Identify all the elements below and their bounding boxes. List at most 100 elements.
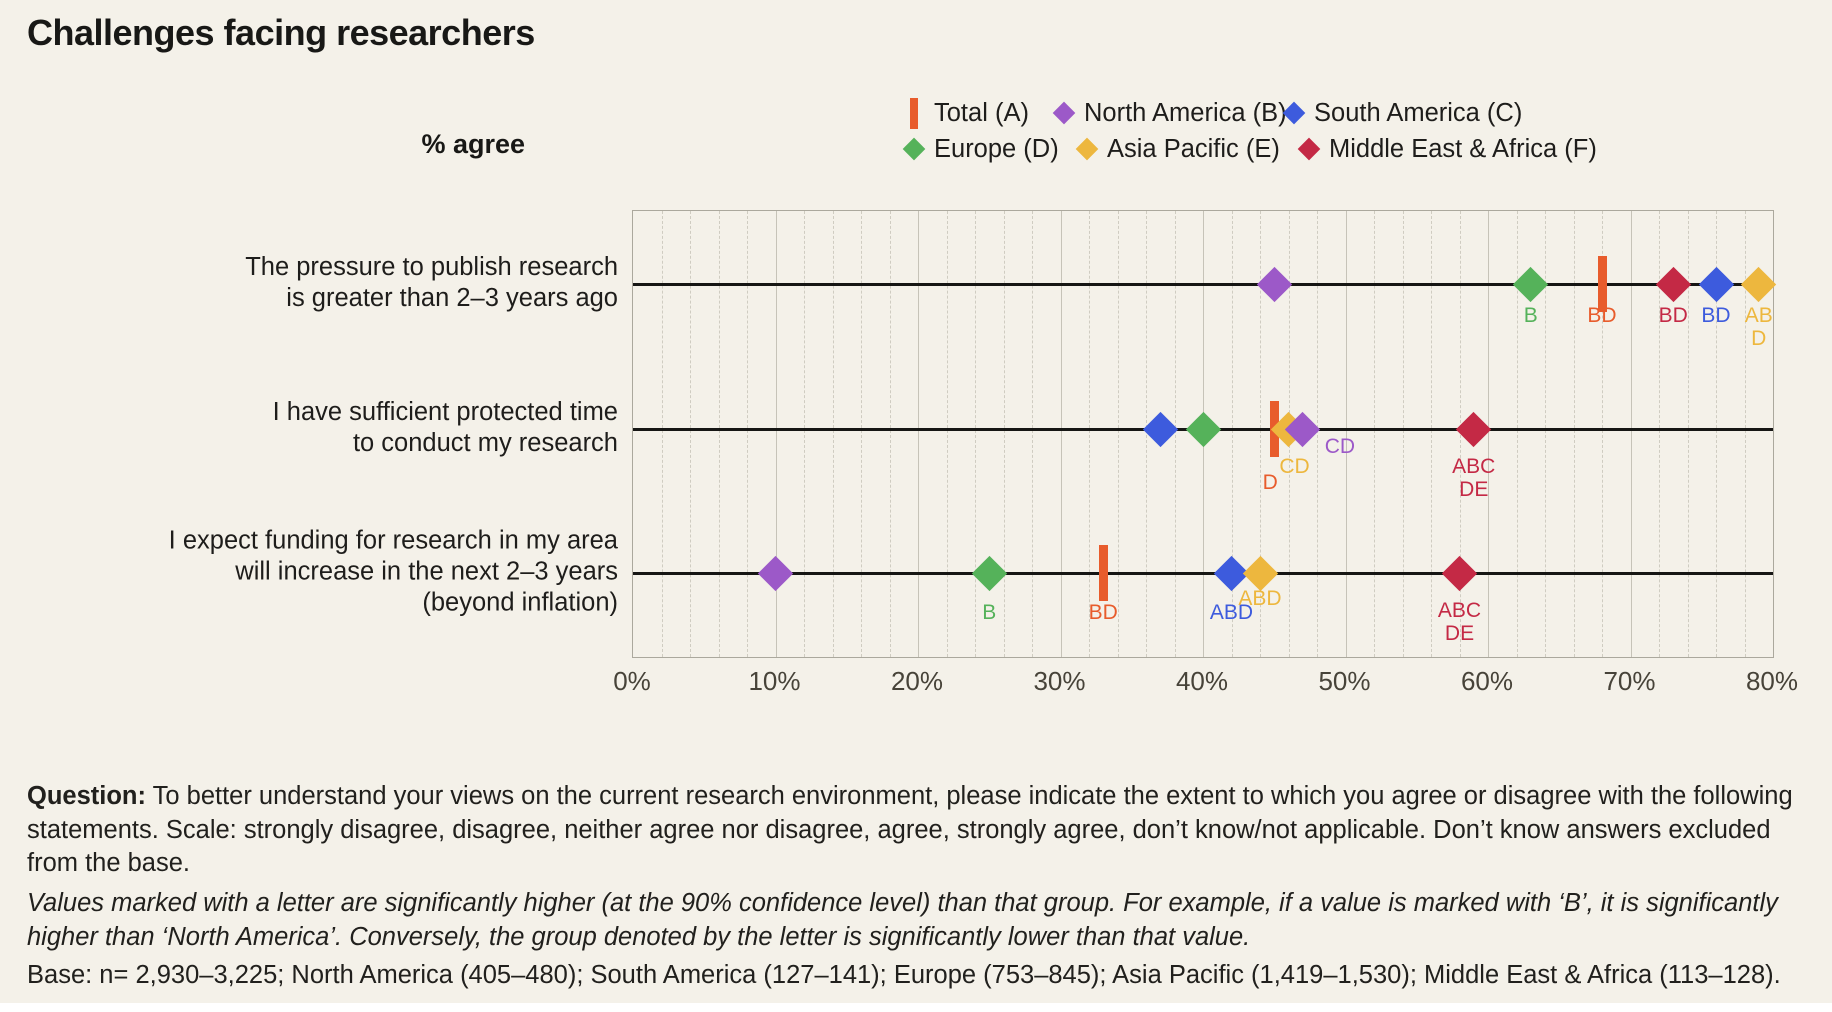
marker-F-row2 — [1456, 411, 1492, 447]
major-gridline — [1488, 211, 1489, 657]
marker-B-row1 — [1256, 266, 1292, 302]
minor-gridline — [1659, 211, 1660, 657]
category-row-line — [633, 572, 1773, 575]
legend-label: Total (A) — [934, 98, 1029, 127]
marker-B-row3 — [757, 555, 794, 591]
category-label-row1: The pressure to publish research is great… — [245, 253, 618, 312]
x-tick-label: 0% — [613, 666, 651, 696]
minor-gridline — [1402, 211, 1404, 657]
major-gridline — [1345, 211, 1347, 657]
marker-C-row1 — [1698, 266, 1734, 302]
significance-label: BD — [1701, 304, 1731, 327]
marker-D-row1 — [1513, 266, 1549, 302]
minor-gridline — [1317, 211, 1318, 657]
legend-label: Middle East & Africa (F) — [1329, 134, 1597, 163]
significance-label: ABC DE — [1437, 599, 1482, 645]
significance-label: ABD — [1209, 601, 1254, 624]
diamond-icon — [1297, 132, 1321, 166]
minor-gridline — [1117, 211, 1119, 657]
category-label-row2: I have sufficient protected time to condu… — [272, 398, 618, 457]
significance-label: D — [1262, 471, 1278, 494]
minor-gridline — [1545, 211, 1546, 657]
marker-F-row3 — [1441, 555, 1478, 591]
diamond-icon — [1052, 96, 1076, 130]
minor-gridline — [804, 211, 805, 657]
bottom-strip — [0, 1003, 1832, 1012]
minor-gridline — [1032, 211, 1033, 657]
legend-item-B: North America (B) — [1052, 96, 1287, 130]
significance-label: BD — [1587, 304, 1617, 327]
marker-B-row2 — [1285, 411, 1321, 447]
marker-C-row2 — [1142, 411, 1178, 447]
minor-gridline — [1003, 211, 1005, 657]
marker-F-row1 — [1655, 266, 1691, 302]
significance-label: B — [982, 601, 997, 624]
x-tick-label: 50% — [1318, 666, 1371, 696]
minor-gridline — [1174, 211, 1176, 657]
major-gridline — [1630, 211, 1632, 657]
minor-gridline — [1231, 211, 1233, 657]
diamond-icon — [1075, 132, 1099, 166]
significance-label: B — [1523, 304, 1538, 327]
legend-item-F: Middle East & Africa (F) — [1297, 132, 1597, 166]
y-axis-unit-label: % agree — [421, 129, 525, 159]
legend-label: North America (B) — [1084, 98, 1287, 127]
bar-icon — [903, 96, 925, 130]
diamond-icon — [902, 132, 926, 166]
minor-gridline — [832, 211, 834, 657]
minor-gridline — [1573, 211, 1575, 657]
base-footnote: Base: n= 2,930–3,225; North America (405… — [27, 961, 1781, 989]
legend-label: Asia Pacific (E) — [1107, 134, 1280, 163]
minor-gridline — [1744, 211, 1746, 657]
question-footnote-label: Question: — [27, 782, 146, 810]
x-tick-label: 80% — [1745, 666, 1799, 696]
diamond-icon — [1282, 96, 1306, 130]
x-tick-label: 30% — [1033, 666, 1086, 696]
x-tick-label: 40% — [1175, 666, 1229, 696]
marker-E-row3 — [1242, 555, 1278, 591]
minor-gridline — [1716, 211, 1717, 657]
minor-gridline — [661, 211, 663, 657]
question-footnote-text: To better understand your views on the c… — [27, 782, 1793, 877]
question-footnote: Question: To better understand your view… — [27, 780, 1813, 881]
minor-gridline — [861, 211, 862, 657]
category-row-line — [633, 283, 1773, 286]
minor-gridline — [1089, 211, 1090, 657]
x-tick-label: 20% — [890, 666, 944, 696]
legend-item-D: Europe (D) — [902, 132, 1059, 166]
legend-item-C: South America (C) — [1282, 96, 1523, 130]
minor-gridline — [946, 211, 948, 657]
legend-label: Europe (D) — [934, 134, 1059, 163]
minor-gridline — [975, 211, 976, 657]
marker-D-row2 — [1185, 411, 1221, 447]
significance-label: ABD — [1238, 587, 1282, 610]
plot-area: B BD BD BD AB D D CD CD ABC DE B BD ABD ABD ABC DE — [632, 210, 1777, 658]
minor-gridline — [1374, 211, 1375, 657]
marker-C-row3 — [1213, 555, 1250, 591]
significance-footnote: Values marked with a letter are signific… — [27, 889, 1778, 951]
legend-item-E: Asia Pacific (E) — [1075, 132, 1280, 166]
marker-A-row1 — [1597, 256, 1607, 312]
minor-gridline — [1431, 211, 1432, 657]
significance-label: AB D — [1744, 304, 1773, 350]
minor-gridline — [1516, 211, 1518, 657]
page-title: Challenges facing researchers — [27, 12, 535, 53]
minor-gridline — [1687, 211, 1689, 657]
major-gridline — [918, 211, 919, 657]
marker-D-row3 — [971, 555, 1007, 591]
minor-gridline — [747, 211, 748, 657]
legend-label: South America (C) — [1314, 98, 1523, 127]
category-label-row3: I expect funding for research in my area… — [168, 526, 618, 617]
minor-gridline — [1602, 211, 1603, 657]
major-gridline — [1060, 211, 1062, 657]
x-tick-label: 70% — [1603, 666, 1656, 696]
significance-label: CD — [1279, 455, 1310, 478]
legend-item-A: Total (A) — [903, 96, 1029, 130]
significance-label: BD — [1088, 601, 1118, 624]
significance-label: BD — [1658, 304, 1688, 327]
x-tick-label: 10% — [748, 666, 801, 696]
minor-gridline — [690, 211, 691, 657]
marker-E-row1 — [1741, 266, 1777, 302]
marker-A-row3 — [1098, 545, 1108, 601]
